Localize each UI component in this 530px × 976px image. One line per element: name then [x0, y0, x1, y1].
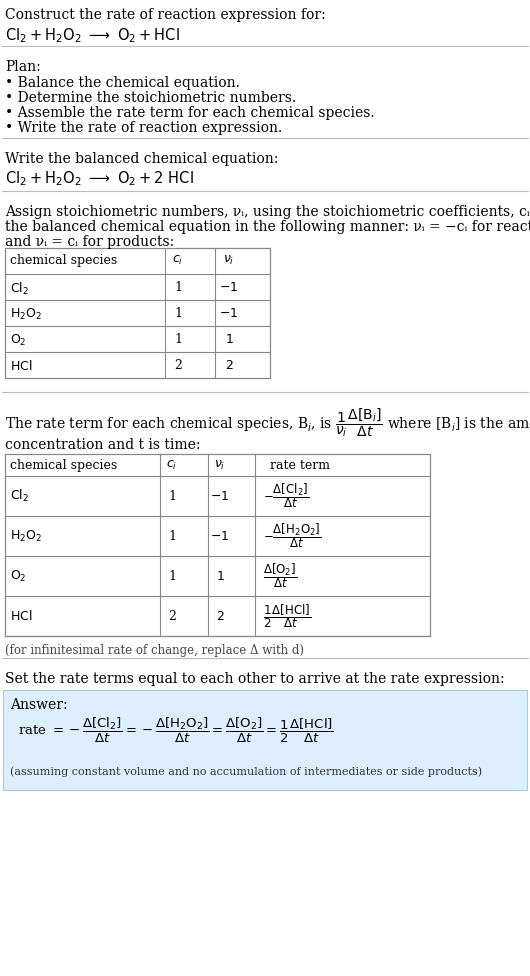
Text: 1: 1 [174, 281, 182, 294]
Text: • Balance the chemical equation.: • Balance the chemical equation. [5, 76, 240, 90]
Text: (for infinitesimal rate of change, replace Δ with d): (for infinitesimal rate of change, repla… [5, 644, 304, 657]
Bar [3, 690, 527, 790]
Text: $2$: $2$ [225, 359, 233, 372]
Text: chemical species: chemical species [10, 459, 117, 472]
Text: $\nu_i$: $\nu_i$ [214, 459, 226, 472]
Text: 1: 1 [168, 530, 176, 543]
Text: (assuming constant volume and no accumulation of intermediates or side products): (assuming constant volume and no accumul… [10, 766, 482, 777]
Text: $1$: $1$ [225, 333, 233, 346]
Text: $\mathrm{O_2}$: $\mathrm{O_2}$ [10, 568, 27, 584]
Text: $\mathrm{Cl_2}$: $\mathrm{Cl_2}$ [10, 281, 29, 297]
Text: chemical species: chemical species [10, 254, 117, 267]
Text: Write the balanced chemical equation:: Write the balanced chemical equation: [5, 152, 278, 166]
Text: $-1$: $-1$ [210, 490, 229, 503]
Text: Assign stoichiometric numbers, νᵢ, using the stoichiometric coefficients, cᵢ, fr: Assign stoichiometric numbers, νᵢ, using… [5, 205, 530, 219]
Text: $-1$: $-1$ [219, 281, 238, 294]
Text: Plan:: Plan: [5, 60, 41, 74]
Text: • Write the rate of reaction expression.: • Write the rate of reaction expression. [5, 121, 282, 135]
Text: The rate term for each chemical species, B$_i$, is $\dfrac{1}{\nu_i}\dfrac{\Delt: The rate term for each chemical species,… [5, 406, 530, 439]
Text: Set the rate terms equal to each other to arrive at the rate expression:: Set the rate terms equal to each other t… [5, 672, 505, 686]
Text: $-\dfrac{\Delta[\mathrm{H_2O_2}]}{\Delta t}$: $-\dfrac{\Delta[\mathrm{H_2O_2}]}{\Delta… [263, 521, 322, 550]
Text: $\mathrm{HCl}$: $\mathrm{HCl}$ [10, 609, 32, 623]
Text: $2$: $2$ [216, 609, 224, 623]
Text: 1: 1 [168, 570, 176, 583]
Text: 1: 1 [174, 307, 182, 320]
Text: Construct the rate of reaction expression for:: Construct the rate of reaction expressio… [5, 8, 326, 22]
Text: rate term: rate term [270, 459, 330, 472]
Text: $-1$: $-1$ [210, 530, 229, 543]
Text: $1$: $1$ [216, 570, 224, 583]
Text: • Assemble the rate term for each chemical species.: • Assemble the rate term for each chemic… [5, 106, 375, 120]
Text: $\mathrm{Cl_2}$: $\mathrm{Cl_2}$ [10, 488, 29, 504]
Text: $-1$: $-1$ [219, 307, 238, 320]
Text: concentration and t is time:: concentration and t is time: [5, 438, 200, 452]
Text: 1: 1 [168, 490, 176, 503]
Bar [5, 248, 270, 378]
Text: $\mathrm{HCl}$: $\mathrm{HCl}$ [10, 359, 32, 373]
Text: $\dfrac{\Delta[\mathrm{O_2}]}{\Delta t}$: $\dfrac{\Delta[\mathrm{O_2}]}{\Delta t}$ [263, 561, 297, 590]
Text: $\mathrm{H_2O_2}$: $\mathrm{H_2O_2}$ [10, 307, 42, 322]
Text: and νᵢ = cᵢ for products:: and νᵢ = cᵢ for products: [5, 235, 174, 249]
Text: $\mathregular{Cl_2 + H_2O_2 \ \longrightarrow \ O_2 + HCl}$: $\mathregular{Cl_2 + H_2O_2 \ \longright… [5, 26, 180, 45]
Text: $\mathrm{H_2O_2}$: $\mathrm{H_2O_2}$ [10, 528, 42, 544]
Text: $\dfrac{1}{2}\dfrac{\Delta[\mathrm{HCl}]}{\Delta t}$: $\dfrac{1}{2}\dfrac{\Delta[\mathrm{HCl}]… [263, 602, 312, 630]
Text: • Determine the stoichiometric numbers.: • Determine the stoichiometric numbers. [5, 91, 296, 105]
Text: 2: 2 [168, 609, 176, 623]
Text: Answer:: Answer: [10, 698, 68, 712]
Text: 2: 2 [174, 359, 182, 372]
Text: $\nu_i$: $\nu_i$ [223, 254, 235, 267]
Text: 1: 1 [174, 333, 182, 346]
Text: $-\dfrac{\Delta[\mathrm{Cl_2}]}{\Delta t}$: $-\dfrac{\Delta[\mathrm{Cl_2}]}{\Delta t… [263, 481, 309, 510]
Text: $\mathrm{O_2}$: $\mathrm{O_2}$ [10, 333, 27, 348]
Text: $c_i$: $c_i$ [166, 459, 178, 472]
Text: rate $= -\dfrac{\Delta[\mathrm{Cl_2}]}{\Delta t} = -\dfrac{\Delta[\mathrm{H_2O_2: rate $= -\dfrac{\Delta[\mathrm{Cl_2}]}{\… [18, 716, 334, 746]
Text: the balanced chemical equation in the following manner: νᵢ = −cᵢ for reactants: the balanced chemical equation in the fo… [5, 220, 530, 234]
Text: $\mathregular{Cl_2 + H_2O_2 \ \longrightarrow \ O_2 + 2\ HCl}$: $\mathregular{Cl_2 + H_2O_2 \ \longright… [5, 169, 194, 187]
Text: $c_i$: $c_i$ [172, 254, 183, 267]
Bar [5, 454, 430, 636]
